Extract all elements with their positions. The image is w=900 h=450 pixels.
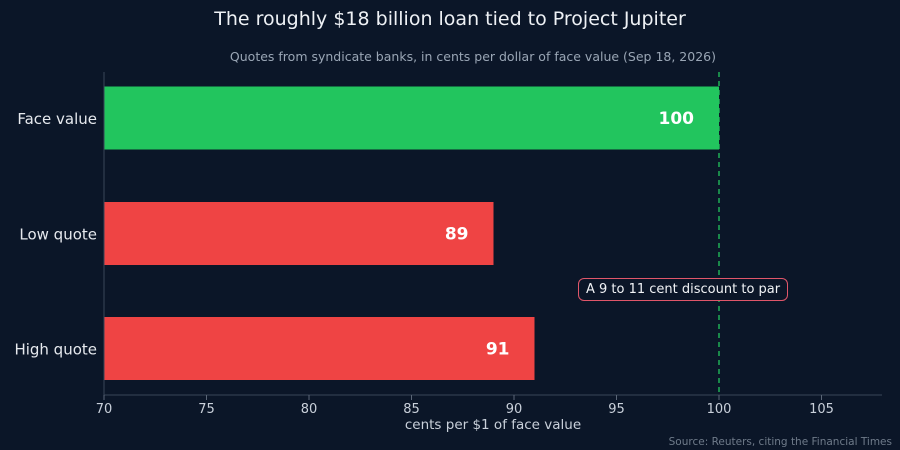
category-label: Low quote bbox=[19, 226, 97, 244]
chart-subtitle: Quotes from syndicate banks, in cents pe… bbox=[229, 49, 716, 64]
bar-high-quote bbox=[104, 317, 535, 380]
x-tick-label: 105 bbox=[809, 402, 834, 417]
chart-title: The roughly $18 billion loan tied to Pro… bbox=[214, 8, 686, 30]
x-tick-label: 95 bbox=[608, 402, 625, 417]
x-tick-label: 70 bbox=[96, 402, 113, 417]
x-tick-label: 75 bbox=[198, 402, 215, 417]
data-label: 100 bbox=[659, 109, 695, 129]
axes-layer: Face value Low quote High quote 70 75 80 85 90 9… bbox=[14, 72, 882, 433]
source-note: Source: Reuters, citing the Financial Ti… bbox=[668, 436, 892, 448]
x-tick-label: 85 bbox=[403, 402, 420, 417]
bar-low-quote bbox=[104, 202, 494, 265]
bars-layer: 100 89 91 bbox=[104, 86, 719, 380]
bar-face-value bbox=[104, 86, 719, 150]
x-tick-label: 100 bbox=[707, 402, 732, 417]
x-tick-label: 80 bbox=[301, 402, 318, 417]
x-tick-label: 90 bbox=[506, 402, 523, 417]
x-axis-title: cents per $1 of face value bbox=[405, 417, 581, 433]
data-label: 91 bbox=[486, 340, 510, 360]
data-label: 89 bbox=[445, 225, 469, 245]
category-label: Face value bbox=[17, 110, 97, 128]
discount-annotation: A 9 to 11 cent discount to par bbox=[578, 278, 789, 301]
category-label: High quote bbox=[14, 341, 97, 359]
